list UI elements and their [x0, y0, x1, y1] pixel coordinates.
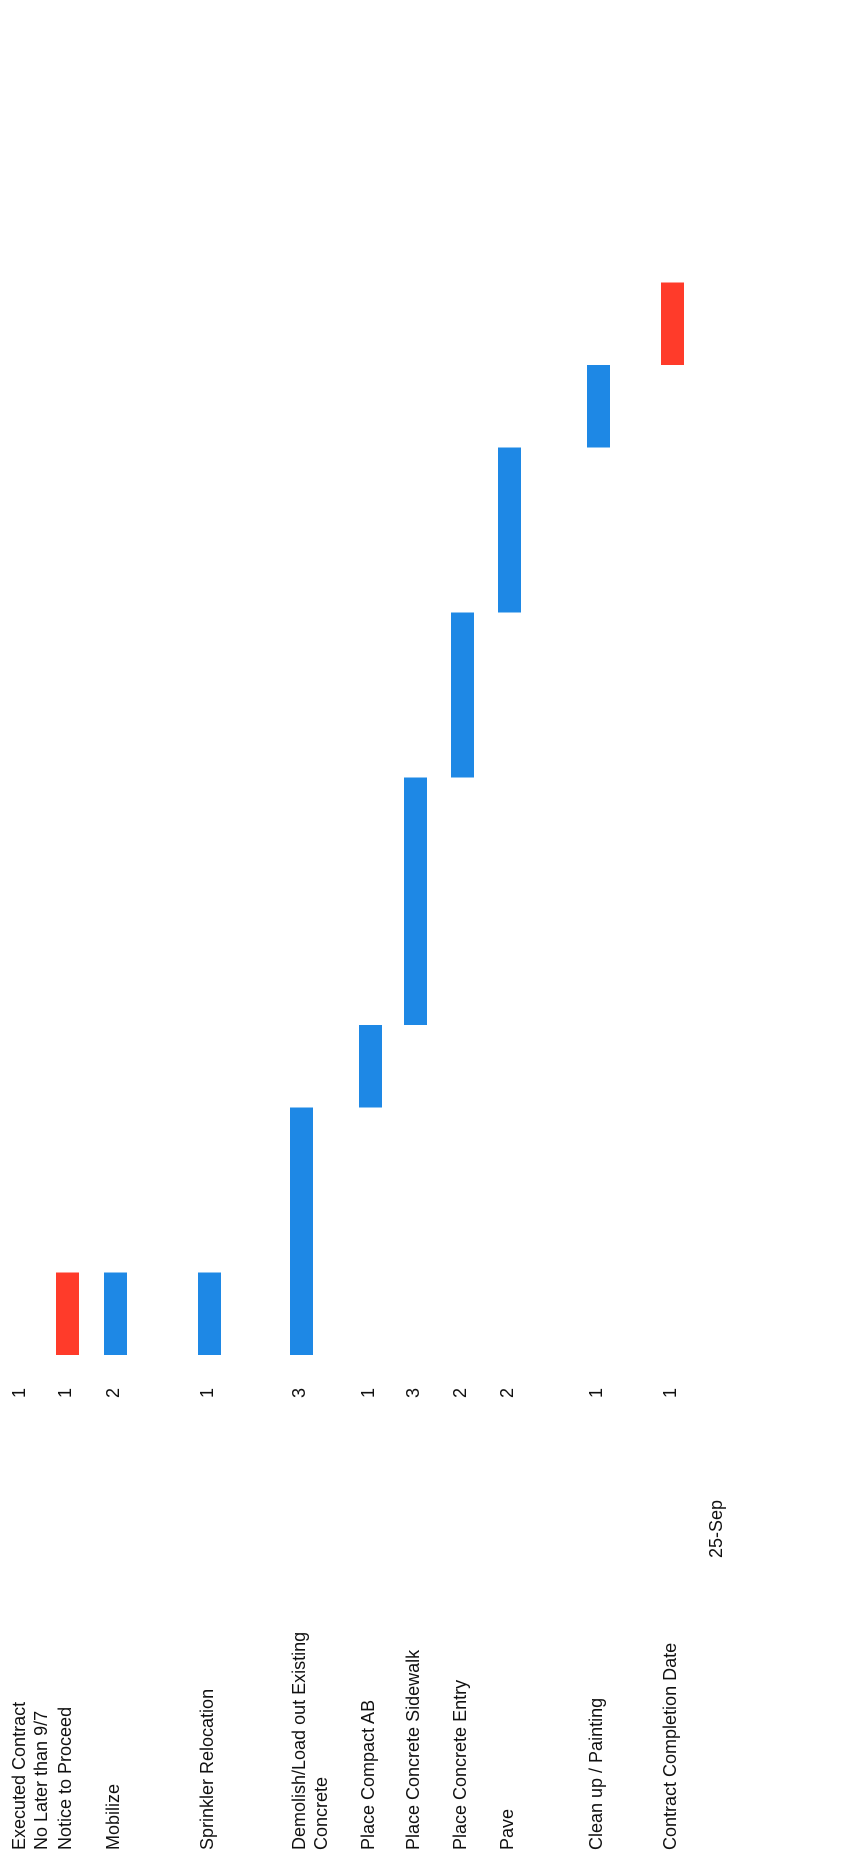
- task-label-mobilize: Mobilize: [103, 1784, 123, 1850]
- task-label-pave: Pave: [497, 1809, 517, 1850]
- task-bar-clean-up-painting: [587, 365, 610, 448]
- task-duration-contract-completion-date: 1: [660, 1388, 680, 1398]
- task-label-demolish-load-out-existing: Demolish/Load out Existing: [289, 1632, 309, 1850]
- task-label-clean-up-painting: Clean up / Painting: [586, 1698, 606, 1850]
- task-bar-place-concrete-entry: [451, 612, 474, 778]
- task-label-line2-executed-contract: No Later than 9/7: [31, 1711, 51, 1850]
- task-duration-executed-contract: 1: [9, 1388, 29, 1398]
- task-bar-contract-completion-date: [661, 282, 684, 365]
- task-label-executed-contract: Executed Contract: [9, 1702, 29, 1850]
- task-labels: Executed Contract No Later than 9/7 Notice…: [9, 1632, 680, 1850]
- task-duration-demolish-load-out-existing: 3: [289, 1388, 309, 1398]
- task-bar-pave: [498, 447, 521, 613]
- task-bar-mobilize: [104, 1272, 127, 1355]
- task-duration-place-concrete-sidewalk: 3: [403, 1388, 423, 1398]
- task-bars: [56, 282, 684, 1355]
- task-bar-demolish-load-out-existing: [290, 1107, 313, 1355]
- task-label-sprinkler-relocation: Sprinkler Relocation: [197, 1689, 217, 1850]
- task-label-contract-completion-date: Contract Completion Date: [660, 1643, 680, 1850]
- task-bar-notice-to-proceed: [56, 1272, 79, 1355]
- gantt-chart-rotated: Executed Contract No Later than 9/7 Notice…: [9, 282, 726, 1850]
- task-durations: 1 1 2 1 3 1 3 2 2 1 1: [9, 1388, 680, 1398]
- task-label-notice-to-proceed: Notice to Proceed: [55, 1707, 75, 1850]
- task-bar-sprinkler-relocation: [198, 1272, 221, 1355]
- task-duration-sprinkler-relocation: 1: [197, 1388, 217, 1398]
- task-duration-place-concrete-entry: 2: [450, 1388, 470, 1398]
- task-label-place-compact-ab: Place Compact AB: [358, 1700, 378, 1850]
- task-label-place-concrete-sidewalk: Place Concrete Sidewalk: [403, 1649, 423, 1850]
- task-duration-pave: 2: [497, 1388, 517, 1398]
- task-label-place-concrete-entry: Place Concrete Entry: [450, 1680, 470, 1850]
- task-label-line2-demolish-load-out-existing: Concrete: [311, 1777, 331, 1850]
- task-bar-place-concrete-sidewalk: [404, 777, 427, 1025]
- date-label: 25-Sep: [706, 1500, 726, 1558]
- task-duration-clean-up-painting: 1: [586, 1388, 606, 1398]
- task-duration-place-compact-ab: 1: [358, 1388, 378, 1398]
- task-duration-notice-to-proceed: 1: [55, 1388, 75, 1398]
- task-duration-mobilize: 2: [103, 1388, 123, 1398]
- task-bar-place-compact-ab: [359, 1025, 382, 1108]
